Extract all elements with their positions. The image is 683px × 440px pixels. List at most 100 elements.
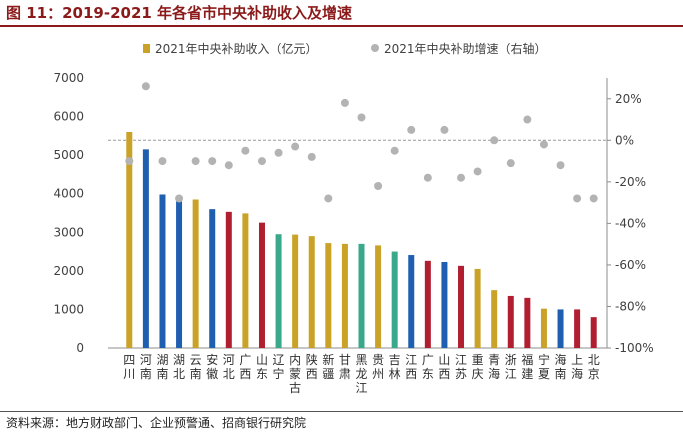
bar-江苏 (458, 265, 465, 348)
source-note: 资料来源：地方财政部门、企业预警通、招商银行研究院 (6, 416, 307, 430)
bar-series (126, 132, 597, 348)
right-axis-tick-label: -100% (615, 341, 654, 355)
growth-dot-新疆 (324, 194, 333, 203)
category-label: 黑龙江 (355, 353, 367, 395)
left-axis-tick-label: 2000 (53, 264, 84, 278)
right-axis-tick-label: -40% (615, 216, 646, 230)
growth-dot-广西 (241, 146, 250, 155)
growth-dot-上海 (573, 194, 582, 203)
growth-dot-青海 (490, 136, 499, 145)
growth-dot-江西 (407, 125, 416, 134)
growth-dot-广东 (423, 173, 432, 182)
growth-dot-山西 (440, 125, 449, 134)
category-label: 江西 (405, 353, 417, 381)
bar-江西 (408, 255, 415, 348)
bar-宁夏 (540, 308, 547, 348)
legend-bar-label: 2021年中央补助收入（亿元） (155, 41, 318, 56)
source-rule (0, 411, 683, 412)
growth-dot-吉林 (390, 146, 399, 155)
bar-陕西 (308, 236, 315, 348)
growth-dot-江苏 (457, 173, 466, 182)
growth-dot-河南 (141, 82, 150, 91)
bar-广西 (242, 213, 249, 348)
right-axis-tick-label: -60% (615, 258, 646, 272)
category-label: 重庆 (472, 353, 484, 381)
category-label: 新疆 (322, 352, 334, 381)
bar-新疆 (325, 243, 332, 348)
bar-吉林 (391, 251, 398, 348)
growth-dot-辽宁 (274, 148, 283, 157)
bar-内蒙古 (292, 234, 299, 348)
category-label: 云南 (190, 353, 202, 381)
category-label: 北京 (588, 353, 600, 381)
bar-湖北 (176, 201, 183, 348)
category-label: 四川 (123, 353, 135, 381)
bar-河南 (142, 149, 149, 348)
right-axis-tick-label: 20% (615, 92, 642, 106)
legend-dot-swatch (371, 44, 379, 52)
growth-dot-云南 (191, 157, 200, 166)
bar-黑龙江 (358, 243, 365, 348)
category-label: 广西 (239, 353, 251, 381)
growth-dot-北京 (589, 194, 598, 203)
left-axis: 0 1000 2000 3000 4000 5000 6000 7000 (53, 71, 84, 355)
growth-dot-湖南 (158, 157, 167, 166)
category-label: 海南 (555, 352, 567, 381)
bar-辽宁 (275, 234, 282, 348)
figure-title: 图 11：2019-2021 年各省市中央补助收入及增速 (6, 4, 353, 22)
bar-云南 (192, 199, 199, 348)
growth-dot-海南 (556, 161, 565, 170)
growth-dot-贵州 (374, 182, 383, 190)
bar-四川 (126, 132, 133, 348)
growth-dot-陕西 (307, 152, 316, 161)
right-axis-tick-label: -20% (615, 175, 646, 189)
category-label: 辽宁 (273, 353, 285, 381)
bar-浙江 (507, 295, 514, 348)
bar-山西 (441, 261, 448, 348)
bar-贵州 (375, 245, 382, 348)
growth-dot-四川 (125, 157, 134, 166)
growth-dot-湖北 (175, 194, 184, 203)
bar-安徽 (209, 209, 216, 348)
category-label: 河南 (140, 353, 152, 381)
legend-dot-label: 2021年中央补助增速（右轴） (384, 41, 547, 56)
category-label: 贵州 (372, 353, 384, 381)
category-label: 内蒙古 (289, 353, 301, 395)
category-label: 江苏 (455, 353, 467, 381)
growth-dot-安徽 (208, 157, 217, 166)
growth-dot-甘肃 (340, 98, 349, 107)
legend-bar-swatch (143, 44, 150, 53)
legend: 2021年中央补助收入（亿元） 2021年中央补助增速（右轴） (143, 41, 547, 56)
bar-广东 (424, 260, 431, 348)
right-axis-tick-label: -80% (615, 299, 646, 313)
category-label: 宁夏 (538, 352, 550, 381)
category-label: 广东 (422, 353, 434, 381)
category-label: 浙江 (505, 353, 517, 381)
category-label: 河北 (223, 353, 235, 381)
left-axis-tick-label: 1000 (53, 302, 84, 316)
title-rule (0, 25, 683, 27)
left-axis-tick-label: 4000 (53, 187, 84, 201)
bar-山东 (258, 222, 265, 348)
growth-dot-河北 (224, 161, 233, 170)
growth-dot-重庆 (473, 167, 482, 176)
bar-湖南 (159, 194, 166, 348)
category-labels: 四川河南湖南湖北云南安徽河北广西山东辽宁内蒙古陕西新疆甘肃黑龙江贵州吉林江西广东… (123, 352, 599, 395)
bar-上海 (574, 309, 581, 348)
growth-dot-黑龙江 (357, 113, 366, 122)
category-label: 上海 (571, 353, 583, 381)
left-axis-tick-label: 3000 (53, 225, 84, 239)
category-label: 安徽 (206, 352, 218, 381)
bar-河北 (225, 211, 232, 348)
right-axis-tick-label: 0% (615, 133, 634, 147)
category-label: 湖北 (173, 352, 185, 381)
bar-青海 (491, 290, 498, 348)
bar-北京 (590, 317, 597, 348)
growth-dot-宁夏 (539, 140, 548, 149)
growth-dot-山东 (257, 157, 266, 166)
right-axis: -100% -80% -60% -40% -20% 0% 20% (606, 78, 654, 355)
left-axis-tick-label: 6000 (53, 110, 84, 124)
growth-dot-浙江 (506, 159, 515, 168)
bar-重庆 (474, 268, 481, 348)
category-label: 山西 (438, 353, 450, 381)
